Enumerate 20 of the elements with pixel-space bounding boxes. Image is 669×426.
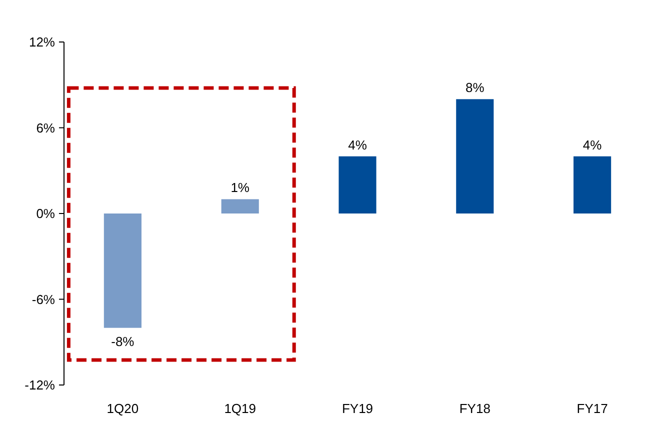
data-label: 1% bbox=[230, 180, 250, 196]
data-label: 4% bbox=[348, 137, 368, 152]
y-tick-label: 6% bbox=[36, 120, 56, 136]
data-label: 8% bbox=[466, 80, 485, 96]
data-label: -8% bbox=[111, 334, 135, 349]
bar bbox=[221, 199, 259, 214]
x-tick-label: 1Q20 bbox=[106, 401, 139, 416]
bar bbox=[104, 214, 142, 328]
x-tick-label: FY19 bbox=[342, 401, 374, 416]
x-tick-label: 1Q19 bbox=[224, 401, 256, 416]
x-tick-label: FY17 bbox=[576, 401, 608, 416]
y-tick-label: 0% bbox=[36, 206, 56, 222]
data-label: 4% bbox=[582, 137, 602, 152]
bar bbox=[574, 156, 612, 214]
y-tick-label: 12% bbox=[28, 34, 56, 50]
y-tick-label: -12% bbox=[24, 378, 56, 393]
x-tick-label: FY18 bbox=[459, 401, 490, 416]
bar bbox=[456, 99, 494, 214]
bar bbox=[338, 156, 376, 214]
y-tick-label: -6% bbox=[32, 292, 56, 307]
